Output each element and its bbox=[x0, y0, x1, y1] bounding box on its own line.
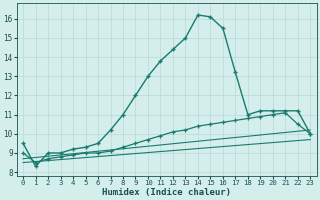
X-axis label: Humidex (Indice chaleur): Humidex (Indice chaleur) bbox=[102, 188, 231, 197]
